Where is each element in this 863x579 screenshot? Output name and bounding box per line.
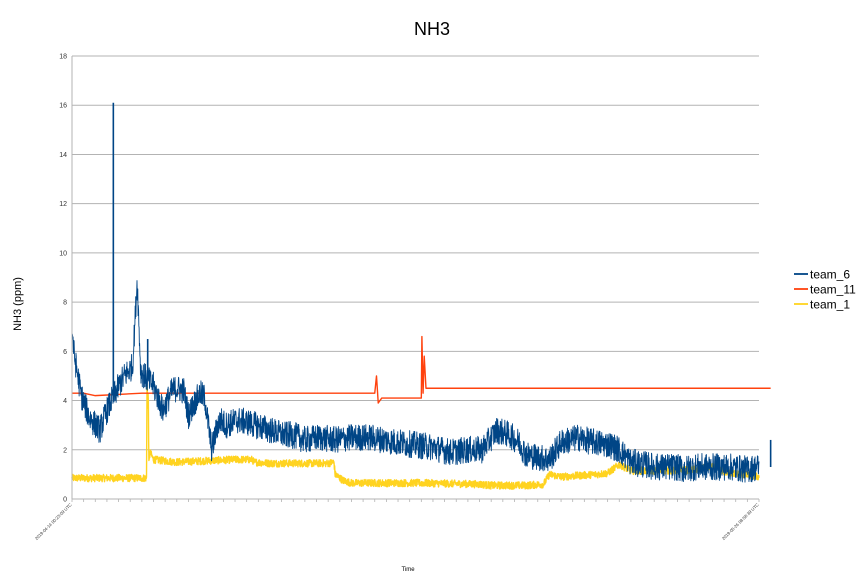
y-tick-label: 12 [59,201,67,208]
series-line-team_6 [71,280,760,483]
y-tick-label: 18 [59,54,67,61]
y-axis-ticks: 0 2 4 6 8 10 12 14 16 18 [59,54,67,504]
y-tick-label: 6 [63,349,67,356]
y-tick-label: 10 [59,250,67,257]
y-tick-label: 14 [59,152,67,159]
series-lines [71,102,772,490]
chart-title: NH3 [414,19,450,39]
legend-label: team_11 [810,283,856,297]
series-line-team_11 [72,335,771,404]
x-axis-title: Time [401,567,415,573]
legend-label: team_6 [810,268,850,282]
legend-label: team_1 [810,298,850,312]
y-tick-label: 8 [63,300,67,307]
y-tick-label: 4 [63,398,67,405]
y-axis-title: NH3 (ppm) [12,277,24,331]
y-tick-label: 2 [63,447,67,454]
y-tick-label: 0 [63,497,67,504]
y-tick-label: 16 [59,103,67,110]
series-line-team_1 [71,383,760,490]
